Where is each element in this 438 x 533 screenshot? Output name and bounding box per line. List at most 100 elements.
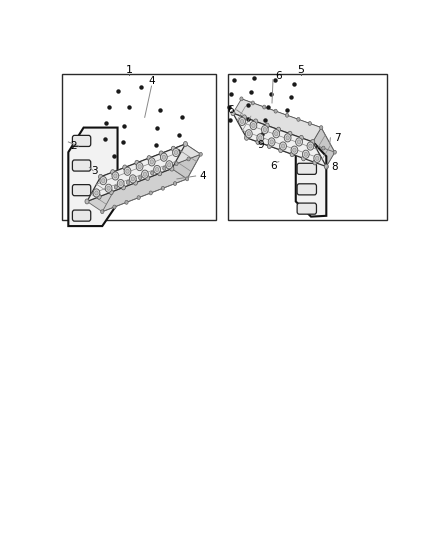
Circle shape [309, 144, 312, 148]
FancyBboxPatch shape [297, 163, 317, 174]
Circle shape [254, 119, 258, 124]
Circle shape [250, 122, 257, 130]
Circle shape [240, 119, 244, 124]
Circle shape [111, 169, 115, 175]
Circle shape [301, 156, 306, 161]
Circle shape [279, 148, 283, 152]
Circle shape [263, 127, 267, 132]
Circle shape [258, 136, 262, 140]
Circle shape [125, 200, 128, 204]
Text: 6: 6 [275, 71, 282, 81]
Bar [61, 74, 216, 220]
Circle shape [95, 191, 98, 195]
Circle shape [130, 175, 136, 183]
Circle shape [265, 126, 268, 130]
Circle shape [85, 199, 89, 204]
FancyBboxPatch shape [72, 160, 91, 171]
Circle shape [293, 148, 296, 152]
Circle shape [100, 176, 106, 185]
Circle shape [102, 179, 105, 183]
Text: 4: 4 [148, 76, 155, 86]
Circle shape [184, 142, 187, 147]
Circle shape [240, 97, 243, 101]
Circle shape [281, 144, 285, 148]
Circle shape [126, 169, 129, 173]
Text: 3: 3 [92, 166, 98, 176]
Circle shape [171, 146, 175, 151]
FancyBboxPatch shape [72, 135, 91, 147]
Circle shape [314, 154, 321, 163]
Circle shape [124, 167, 131, 175]
Circle shape [333, 150, 336, 154]
Circle shape [187, 157, 190, 161]
Circle shape [308, 122, 311, 125]
FancyBboxPatch shape [297, 143, 317, 155]
Circle shape [107, 186, 110, 190]
Polygon shape [313, 127, 335, 166]
Circle shape [175, 161, 178, 166]
Circle shape [101, 210, 104, 214]
Text: 7: 7 [334, 133, 340, 143]
Circle shape [288, 134, 291, 138]
Circle shape [297, 117, 300, 122]
Circle shape [268, 138, 275, 146]
Circle shape [276, 130, 279, 134]
FancyBboxPatch shape [297, 184, 317, 195]
Circle shape [307, 142, 314, 150]
Circle shape [114, 174, 117, 178]
Circle shape [155, 167, 159, 172]
Polygon shape [68, 127, 117, 226]
Circle shape [174, 150, 178, 155]
Text: 4: 4 [199, 171, 206, 181]
Circle shape [112, 172, 119, 180]
Circle shape [162, 155, 166, 159]
Circle shape [119, 182, 122, 185]
Circle shape [161, 187, 165, 190]
Circle shape [186, 177, 189, 181]
Circle shape [267, 143, 272, 149]
Circle shape [276, 127, 281, 132]
Circle shape [147, 156, 151, 160]
Polygon shape [233, 113, 326, 166]
Circle shape [231, 111, 235, 116]
Circle shape [105, 184, 112, 192]
Circle shape [93, 189, 100, 197]
Circle shape [143, 172, 147, 176]
Circle shape [299, 135, 304, 140]
Circle shape [290, 152, 294, 157]
Circle shape [320, 126, 323, 130]
Circle shape [273, 130, 279, 138]
Circle shape [173, 148, 180, 157]
Polygon shape [247, 124, 335, 166]
Circle shape [138, 165, 141, 168]
Polygon shape [172, 144, 201, 179]
Circle shape [170, 166, 174, 171]
Text: 2: 2 [70, 141, 77, 151]
Circle shape [291, 146, 298, 154]
Circle shape [251, 101, 254, 105]
Circle shape [117, 180, 124, 188]
Circle shape [113, 205, 116, 209]
Circle shape [297, 140, 301, 144]
Circle shape [247, 132, 251, 136]
FancyBboxPatch shape [297, 203, 317, 214]
Text: 1: 1 [126, 65, 133, 75]
Polygon shape [233, 99, 321, 142]
Circle shape [136, 163, 143, 171]
Circle shape [286, 136, 290, 140]
Circle shape [134, 180, 138, 185]
Circle shape [159, 151, 163, 156]
Circle shape [261, 126, 268, 134]
Circle shape [114, 185, 117, 189]
Circle shape [135, 160, 139, 165]
Circle shape [275, 132, 278, 136]
Text: 9: 9 [258, 140, 264, 150]
Circle shape [145, 175, 150, 181]
FancyBboxPatch shape [72, 210, 91, 221]
FancyBboxPatch shape [72, 184, 91, 196]
Circle shape [324, 164, 328, 169]
Circle shape [313, 160, 317, 165]
Circle shape [279, 142, 286, 150]
Circle shape [274, 109, 277, 113]
Circle shape [166, 160, 173, 169]
